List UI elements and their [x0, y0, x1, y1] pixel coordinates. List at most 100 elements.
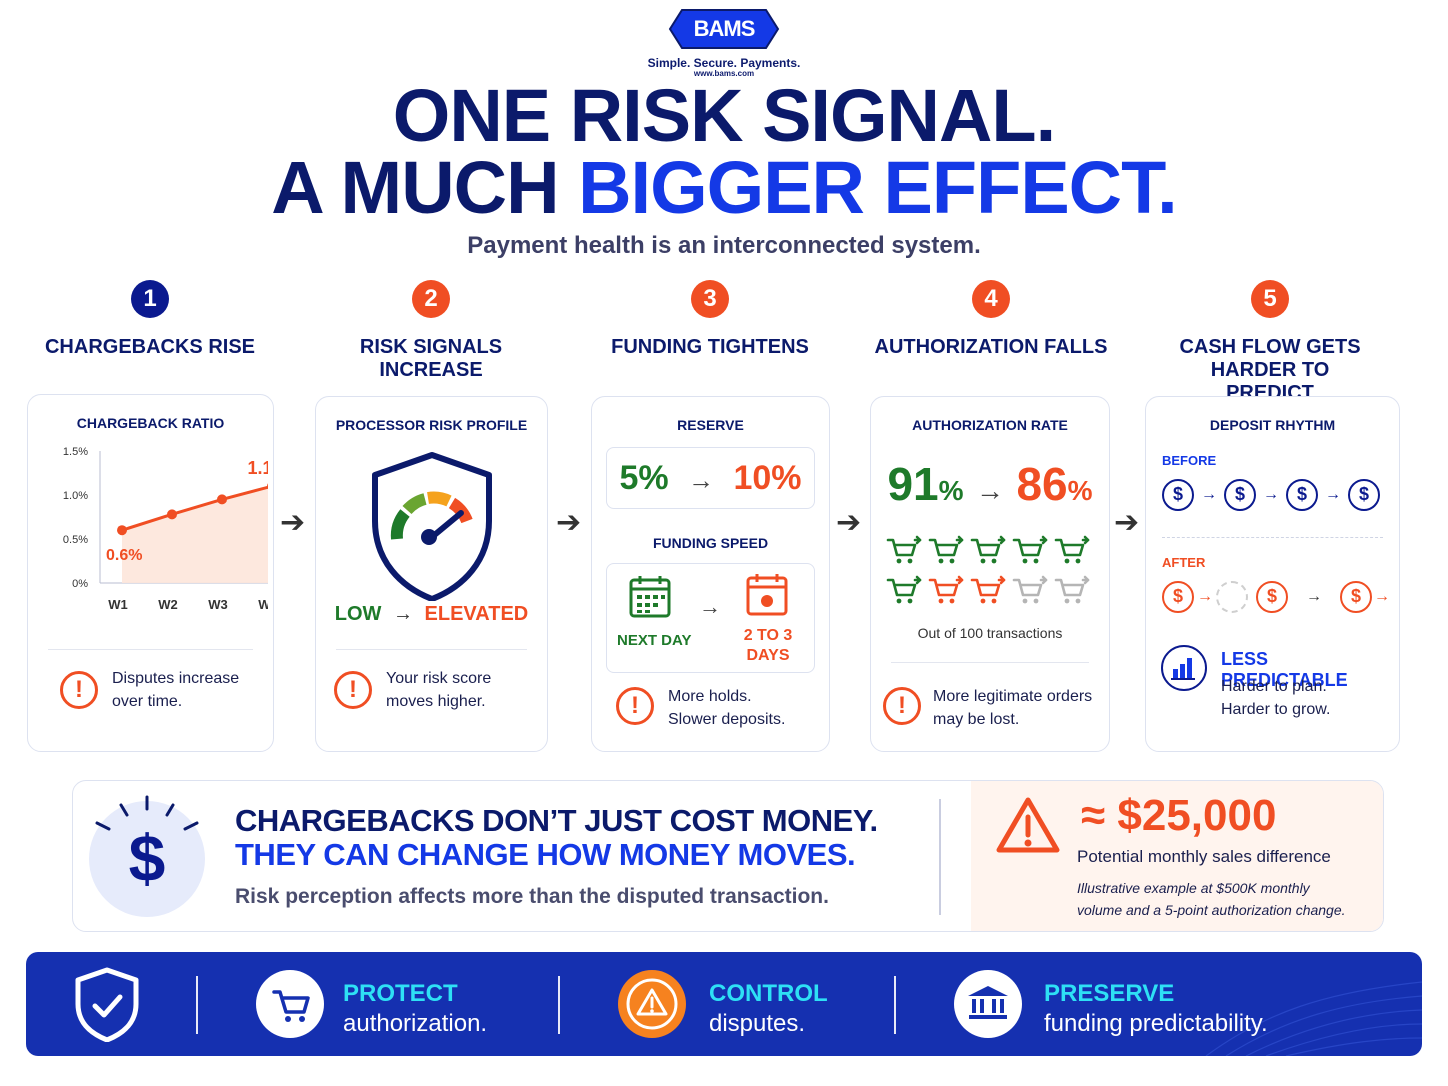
card-note: More holds. Slower deposits. [668, 685, 785, 731]
y-tick-label: 0.5% [63, 534, 88, 546]
banner-impact: ≈ $25,000 Potential monthly sales differ… [971, 781, 1383, 931]
step-1: 1 CHARGEBACKS RISE [20, 280, 280, 359]
impact-label: Potential monthly sales difference [1077, 847, 1331, 866]
arrow-right-icon: → [688, 465, 715, 495]
speed-from: NEXT DAY [617, 632, 692, 649]
footer-divider [894, 976, 896, 1034]
note-line: More holds. [668, 688, 752, 705]
headline-line-1: ONE RISK SIGNAL. [392, 74, 1056, 157]
note-line: More legitimate orders [933, 688, 1093, 705]
footer-title: CONTROL [709, 980, 828, 1007]
end-value-label: 1.1% [247, 458, 268, 478]
note-line: Harder to grow. [1221, 701, 1331, 718]
note-line: Your risk score [386, 670, 492, 687]
data-point [267, 483, 268, 490]
risk-from: LOW [334, 603, 382, 625]
card-divider [891, 662, 1089, 663]
card-risk-profile: PROCESSOR RISK PROFILE LOW → ELEVATED ! … [315, 396, 548, 752]
step-5: 5 CASH FLOW GETS HARDER TO PREDICT [1140, 280, 1400, 405]
footer-title: PRESERVE [1044, 980, 1175, 1007]
dollar-coin-icon: $ [1256, 581, 1288, 613]
arrow-right-icon: → [392, 603, 413, 625]
arrow-right-icon: ➔ [1114, 506, 1140, 539]
x-tick-label: W4 [258, 597, 268, 612]
summary-banner: $ CHARGEBACKS DON’T JUST COST MONEY. THE… [72, 780, 1384, 932]
card-title: RESERVE [677, 417, 744, 433]
card-title: AUTHORIZATION RATE [912, 417, 1068, 433]
speed-box: → NEXT DAY 2 TO 3 DAYS [606, 563, 815, 673]
reserve-box: 5% → 10% [606, 447, 815, 509]
dollar-coin-icon: $ [1162, 479, 1194, 511]
step-number: 5 [1251, 280, 1289, 318]
reserve-to: 10% [733, 459, 802, 497]
data-point [117, 525, 127, 536]
x-tick-label: W3 [208, 597, 228, 612]
warning-triangle-icon [996, 797, 1060, 853]
card-funding: RESERVE 5% → 10% FUNDING SPEED → NEXT DA… [591, 396, 830, 752]
calendar-icon [629, 576, 671, 618]
arrow-right-icon: → [976, 475, 1004, 506]
footer-divider [196, 976, 198, 1034]
y-tick-label: 0% [72, 578, 88, 590]
cart-icon [885, 575, 927, 615]
headline-line-2: A MUCH BIGGER EFFECT. [0, 151, 1448, 225]
footer-bar: PROTECT authorization. CONTROL disputes.… [26, 952, 1422, 1056]
arrow-right-icon: ➔ [280, 506, 306, 539]
arrow-right-icon: → [1263, 486, 1279, 503]
step-title: RISK SIGNALS INCREASE [359, 336, 503, 381]
shield-check-icon [75, 967, 139, 1042]
step-title: CASH FLOW GETS HARDER TO PREDICT [1179, 336, 1361, 404]
cart-icon [969, 535, 1011, 575]
footnote-line: volume and a 5-point authorization chang… [1077, 902, 1346, 918]
headline-line-2a: A MUCH [271, 146, 579, 229]
banner-line-1: CHARGEBACKS DON’T JUST COST MONEY. [235, 803, 878, 838]
footer-divider [558, 976, 560, 1034]
area-fill [122, 487, 268, 583]
banner-divider [939, 799, 941, 915]
dollar-coin-icon: $ [1348, 479, 1380, 511]
bank-icon [954, 970, 1022, 1038]
card-divider [48, 649, 253, 650]
footer-title: PROTECT [343, 980, 458, 1007]
dollar-coin-icon: $ [1224, 479, 1256, 511]
shield-gauge-icon [372, 452, 492, 601]
deposit-row-after: $ → $ → $ → [1162, 581, 1390, 613]
cart-icon [927, 535, 969, 575]
step-number: 1 [131, 280, 169, 318]
cart-icon [927, 575, 969, 615]
status-label: LESS PREDICTABLE [1221, 649, 1348, 690]
arrow-right-icon: → [1197, 588, 1213, 605]
cart-icon [1053, 535, 1095, 575]
card-note: More legitimate orders may be lost. [933, 685, 1092, 731]
dashed-divider [1162, 537, 1383, 538]
data-point [167, 509, 177, 520]
note-line: may be lost. [933, 711, 1020, 728]
card-note: Harder to plan. Harder to grow. [1221, 675, 1330, 721]
step-number: 2 [412, 280, 450, 318]
warning-icon: ! [60, 671, 98, 709]
footer-sub: funding predictability. [1044, 1010, 1268, 1037]
note-line: moves higher. [386, 693, 486, 710]
subhead: Payment health is an interconnected syst… [467, 232, 981, 259]
shine-lines-icon [95, 795, 199, 831]
auth-to: 86 [1016, 458, 1068, 510]
arrow-right-icon: → [1374, 588, 1390, 605]
x-tick-label: W1 [108, 597, 128, 612]
warning-icon: ! [334, 671, 372, 709]
banner-line-3: Risk perception affects more than the di… [235, 885, 829, 908]
logo-url: www.bams.com [693, 69, 755, 79]
series-line [121, 485, 268, 532]
logo-badge: BAMS [668, 8, 780, 50]
cart-icon [256, 970, 324, 1038]
arrow-right-icon: → [699, 594, 721, 619]
x-tick-label: W2 [158, 597, 178, 612]
auth-change: 91% → 86% [871, 457, 1109, 511]
footer-sub: authorization. [343, 1010, 488, 1037]
footer-sub: disputes. [709, 1010, 806, 1037]
step-title: AUTHORIZATION FALLS [874, 336, 1108, 358]
brand-logo: BAMS Simple. Secure. Payments. www.bams.… [0, 8, 1448, 78]
step-title: CHARGEBACKS RISE [44, 336, 256, 358]
auth-caption: Out of 100 transactions [917, 625, 1063, 641]
dollar-coin-icon: $ [1340, 581, 1372, 613]
speed-to: 2 TO 3 DAYS [731, 626, 805, 666]
